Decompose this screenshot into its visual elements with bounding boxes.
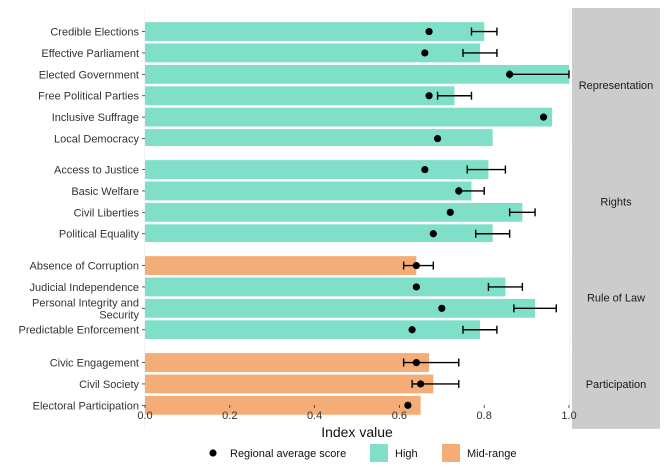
bar — [145, 129, 493, 148]
facet-strip — [572, 8, 660, 163]
facet-strip-label: Representation — [579, 80, 654, 92]
legend-key-swatch — [442, 444, 460, 462]
bar — [145, 181, 472, 201]
bar — [145, 395, 421, 415]
y-tick-label: Elected Government — [39, 69, 139, 81]
average-point — [412, 283, 420, 291]
x-tick-label: 0.2 — [222, 410, 237, 422]
y-tick-label: Personal Integrity and Security — [32, 297, 140, 321]
facet-strip-label: Participation — [586, 379, 647, 391]
average-point — [425, 27, 433, 36]
legend-label: High — [395, 448, 418, 460]
bar — [145, 277, 506, 297]
panel-rule-of-law: Rule of Law Absence of Corruption Judicial… — [19, 242, 660, 354]
average-point — [425, 92, 433, 100]
legend-label: Regional average score — [230, 448, 346, 460]
x-tick-label: 0.4 — [307, 410, 322, 422]
average-point — [438, 304, 446, 312]
panel-participation: Participation Civic Engagement Civil Socie… — [33, 339, 660, 429]
legend-item: Regional average score — [209, 448, 346, 460]
average-point — [446, 208, 454, 216]
y-tick-label: Civil Liberties — [74, 207, 140, 219]
bar — [145, 374, 434, 394]
y-tick-label: Electoral Participation — [33, 400, 139, 412]
bar — [145, 298, 536, 318]
bar — [145, 22, 485, 41]
average-point — [404, 401, 412, 409]
x-axis: 0.0 0.2 0.4 0.6 0.8 1.0 — [137, 405, 577, 422]
facet-strip — [572, 242, 660, 354]
average-point — [429, 230, 437, 238]
legend-item: High — [370, 444, 418, 462]
y-tick-label: Inclusive Suffrage — [52, 112, 139, 124]
y-tick-label: Credible Elections — [50, 27, 139, 39]
x-tick-label: 0.0 — [137, 410, 152, 422]
y-tick-label: Judicial Independence — [30, 282, 139, 294]
average-point — [506, 70, 514, 78]
x-tick-label: 0.6 — [392, 410, 407, 422]
bar — [145, 64, 569, 84]
average-point — [455, 187, 463, 195]
x-tick-label: 1.0 — [561, 410, 576, 422]
bar — [145, 353, 430, 372]
y-tick-label: Effective Parliament — [41, 48, 139, 60]
average-point — [417, 380, 425, 388]
x-axis-title: Index value — [321, 424, 393, 440]
legend-label: Mid-range — [467, 448, 517, 460]
y-tick-label: Civic Engagement — [50, 358, 139, 370]
panel-representation: Representation Credible Elections Effectiv… — [38, 8, 660, 163]
bar — [145, 107, 553, 127]
bar — [145, 224, 493, 244]
y-tick-label: Basic Welfare — [71, 186, 139, 198]
facet-strip-label: Rights — [600, 197, 632, 209]
legend-key-swatch — [370, 444, 388, 462]
y-tick-label: Access to Justice — [54, 165, 139, 177]
average-point — [539, 113, 548, 121]
panel-rights: Rights Access to Justice Basic Welfare Civi… — [54, 146, 660, 258]
bar — [145, 202, 523, 222]
average-point — [421, 49, 429, 57]
y-tick-label: Free Political Parties — [38, 91, 139, 103]
facet-strip-label: Rule of Law — [587, 293, 645, 305]
legend: Regional average score High Mid-range — [209, 444, 517, 462]
average-point — [433, 134, 442, 143]
average-point — [412, 358, 420, 367]
bar — [145, 320, 480, 340]
panels: Representation Credible Elections Effectiv… — [19, 8, 660, 429]
y-tick-label: Absence of Corruption — [30, 261, 139, 273]
average-point — [421, 165, 429, 174]
x-tick-label: 0.8 — [477, 410, 492, 422]
legend-key-point — [209, 449, 217, 457]
bar — [145, 256, 417, 275]
y-tick-label: Civil Society — [79, 379, 139, 391]
y-tick-label: Predictable Enforcement — [19, 325, 139, 337]
average-point — [412, 261, 420, 270]
bar — [145, 43, 480, 63]
average-point — [408, 326, 416, 334]
y-tick-label: Political Equality — [59, 229, 140, 241]
y-tick-label: Local Democracy — [54, 134, 139, 146]
bar — [145, 86, 455, 106]
legend-item: Mid-range — [442, 444, 517, 462]
facet-strip — [572, 339, 660, 429]
bar — [145, 160, 489, 179]
facet-strip — [572, 146, 660, 258]
